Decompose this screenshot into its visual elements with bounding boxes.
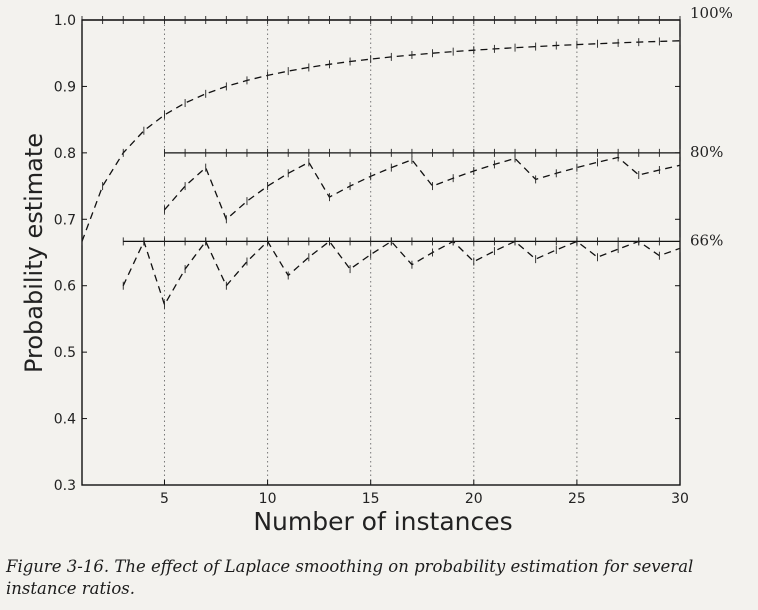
series-group: 100% 80% 66% [81, 4, 733, 309]
ratio-label: 80% [690, 143, 723, 161]
ticks-group: 5 10 15 20 25 30 0.3 0.4 0.5 0.6 0.7 0.8 0.9 1.0 [54, 13, 689, 507]
y-tick-label: 0.4 [54, 412, 76, 428]
plot-frame [81, 19, 681, 486]
x-tick-label: 20 [465, 491, 483, 507]
y-tick-label: 1.0 [54, 13, 76, 29]
y-tick-label: 0.5 [54, 345, 76, 361]
ratio-label: 100% [690, 4, 733, 22]
x-tick-label: 25 [568, 491, 586, 507]
y-tick-label: 0.8 [54, 146, 76, 162]
x-tick-label: 15 [362, 491, 380, 507]
series-line-1 [81, 40, 681, 242]
y-tick-label: 0.3 [54, 478, 76, 494]
grid [163, 20, 578, 485]
x-tick-label: 30 [671, 491, 689, 507]
series-line-5 [122, 239, 681, 307]
x-axis-label: Number of instances [253, 507, 512, 536]
laplace-chart: 100% 80% 66% 5 10 15 20 25 30 0.3 0.4 0.5 0.6 0.7 0.8… [20, 4, 733, 536]
series-line-3 [164, 156, 681, 221]
figure-caption: Figure 3-16. The effect of Laplace smoot… [6, 557, 694, 598]
y-tick-label: 0.7 [54, 212, 76, 228]
y-axis-label: Probability estimate [20, 133, 48, 373]
ratio-label: 66% [690, 231, 723, 249]
x-tick-label: 10 [259, 491, 277, 507]
x-tick-label: 5 [160, 491, 169, 507]
y-tick-label: 0.9 [54, 79, 76, 95]
y-tick-label: 0.6 [54, 279, 76, 295]
